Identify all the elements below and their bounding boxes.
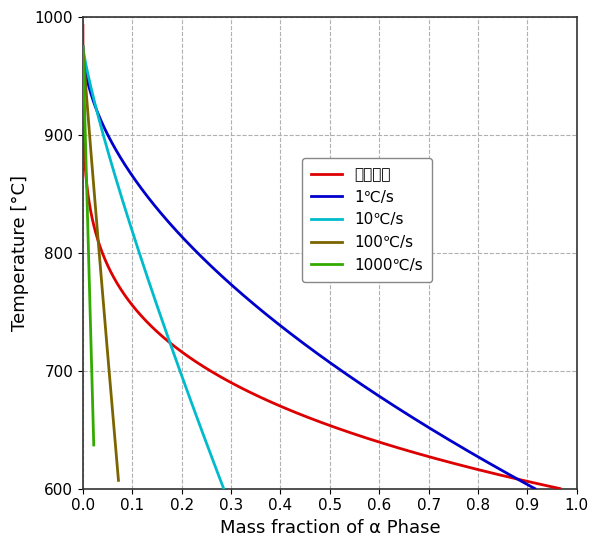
100℃/s: [94, 235, 101, 241]
Line: 1000℃/s: 1000℃/s: [83, 47, 94, 445]
100℃/s: [107, 381, 114, 388]
1℃/s: [531, 486, 538, 492]
10℃/s: [127, 222, 134, 229]
10℃/s: [132, 238, 139, 244]
平衡状態: [88, 209, 95, 216]
10℃/s: [187, 396, 194, 403]
100℃/s: [93, 219, 100, 225]
1000℃/s: [88, 354, 95, 361]
1℃/s: [168, 222, 175, 229]
平衡状態: [79, 70, 86, 76]
Y-axis label: Temperature [°C]: Temperature [°C]: [11, 175, 29, 331]
1000℃/s: [83, 204, 91, 211]
Legend: 平衡状態, 1℃/s, 10℃/s, 100℃/s, 1000℃/s: 平衡状態, 1℃/s, 10℃/s, 100℃/s, 1000℃/s: [302, 158, 432, 282]
10℃/s: [79, 43, 86, 50]
Line: 10℃/s: 10℃/s: [83, 47, 224, 489]
1℃/s: [309, 347, 316, 353]
1℃/s: [87, 88, 94, 95]
Line: 100℃/s: 100℃/s: [83, 47, 118, 481]
平衡状態: [79, 22, 86, 28]
100℃/s: [107, 390, 115, 396]
平衡状態: [252, 392, 259, 398]
X-axis label: Mass fraction of α Phase: Mass fraction of α Phase: [220, 519, 440, 537]
1℃/s: [182, 238, 190, 244]
Line: 平衡状態: 平衡状態: [83, 25, 560, 489]
100℃/s: [115, 477, 122, 484]
平衡状態: [91, 226, 98, 233]
1℃/s: [368, 388, 376, 395]
平衡状態: [167, 340, 175, 347]
平衡状態: [235, 383, 242, 390]
1000℃/s: [79, 43, 86, 50]
10℃/s: [88, 88, 95, 95]
1000℃/s: [88, 361, 95, 368]
100℃/s: [83, 88, 90, 94]
10℃/s: [220, 486, 227, 492]
平衡状態: [556, 486, 563, 492]
1000℃/s: [90, 442, 97, 448]
10℃/s: [184, 388, 191, 395]
1000℃/s: [84, 219, 91, 225]
1000℃/s: [80, 84, 88, 90]
100℃/s: [103, 341, 110, 348]
10℃/s: [169, 347, 176, 353]
1℃/s: [79, 43, 86, 50]
1℃/s: [380, 396, 388, 403]
1000℃/s: [87, 317, 94, 323]
Line: 1℃/s: 1℃/s: [83, 47, 535, 489]
100℃/s: [79, 43, 86, 50]
